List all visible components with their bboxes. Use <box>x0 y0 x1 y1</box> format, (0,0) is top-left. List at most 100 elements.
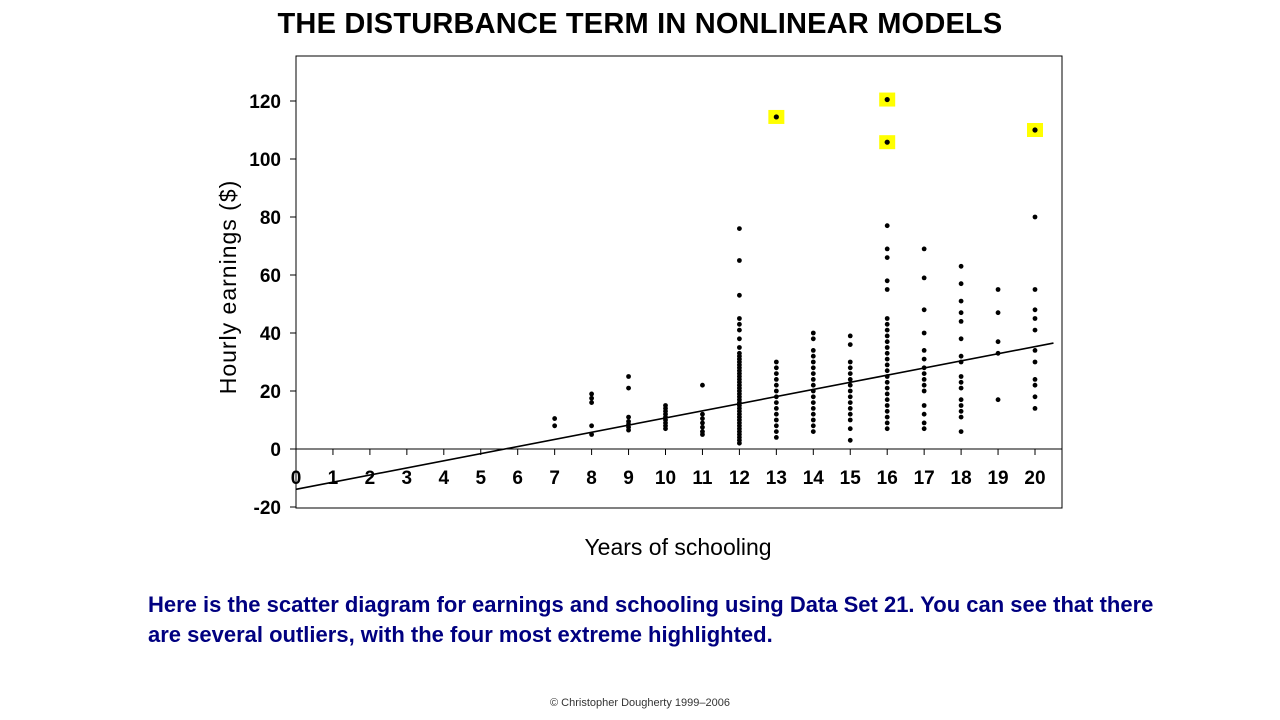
y-tick-label: 120 <box>249 92 281 113</box>
regression-line-group <box>295 342 1054 491</box>
data-point <box>958 310 964 316</box>
x-tick-label: 20 <box>1024 468 1045 489</box>
data-point <box>810 359 816 365</box>
data-point <box>884 420 890 426</box>
data-point <box>995 350 1001 356</box>
data-point <box>773 365 779 371</box>
data-point <box>810 377 816 382</box>
outlier-point <box>884 96 890 103</box>
data-point <box>810 429 816 434</box>
data-point <box>921 307 927 313</box>
data-point <box>626 419 631 424</box>
x-tick-label: 1 <box>328 468 339 489</box>
data-point <box>773 417 779 423</box>
data-point <box>737 327 742 333</box>
data-point <box>626 414 631 420</box>
data-point <box>589 395 594 401</box>
data-point <box>810 400 816 405</box>
data-point <box>958 385 964 391</box>
data-point <box>847 394 853 400</box>
highlighted-outliers <box>768 92 1043 150</box>
x-tick-label: 19 <box>987 468 1008 489</box>
data-point <box>884 255 890 260</box>
data-point <box>626 374 631 379</box>
data-point <box>552 416 558 421</box>
data-point <box>773 411 779 417</box>
data-point <box>847 377 853 382</box>
data-point <box>700 382 705 388</box>
data-point <box>1032 377 1038 382</box>
data-point <box>884 321 890 327</box>
data-point <box>737 316 742 321</box>
data-point <box>884 278 890 284</box>
data-point <box>884 356 890 362</box>
y-tick-label: 80 <box>260 208 281 229</box>
data-point <box>1032 316 1038 321</box>
data-point <box>958 319 964 324</box>
data-point <box>773 394 779 400</box>
y-tick-label: 0 <box>270 440 281 461</box>
x-tick-label: 15 <box>840 468 862 489</box>
data-point <box>958 374 964 379</box>
data-point <box>700 411 705 417</box>
data-point <box>921 388 927 394</box>
data-point <box>1032 214 1038 220</box>
data-point <box>663 403 668 408</box>
data-point <box>884 246 890 252</box>
data-point <box>1032 359 1038 365</box>
data-point <box>958 397 964 403</box>
data-point <box>773 371 779 376</box>
data-point <box>958 403 964 408</box>
data-point <box>847 388 853 394</box>
outlier-point <box>1032 127 1038 133</box>
data-point <box>700 429 705 434</box>
data-point <box>810 423 816 429</box>
outlier-point <box>773 114 779 120</box>
data-point <box>921 420 927 426</box>
data-point <box>589 423 594 429</box>
data-point <box>884 391 890 397</box>
data-point <box>884 379 890 385</box>
data-point <box>773 406 779 411</box>
data-point <box>737 321 742 327</box>
x-tick-label: 2 <box>365 468 376 489</box>
data-point <box>847 437 853 443</box>
y-tick-label: 60 <box>260 266 281 287</box>
x-tick-label: 9 <box>623 468 634 489</box>
data-point <box>552 423 558 429</box>
x-tick-label: 12 <box>729 468 750 489</box>
data-point <box>958 429 964 434</box>
data-point <box>884 339 890 345</box>
y-tick-label: 20 <box>260 382 281 403</box>
data-point <box>810 348 816 353</box>
x-tick-label: 4 <box>439 468 450 489</box>
data-point <box>884 333 890 339</box>
data-point <box>737 336 742 342</box>
data-point <box>700 416 705 421</box>
x-tick-label: 13 <box>766 468 787 489</box>
data-point <box>773 435 779 440</box>
y-tick-label: 100 <box>249 150 281 171</box>
data-point <box>1032 382 1038 388</box>
data-point <box>958 414 964 420</box>
x-tick-label: 10 <box>655 468 676 489</box>
x-tick-label: 14 <box>803 468 825 489</box>
x-tick-label: 7 <box>549 468 560 489</box>
data-point <box>700 420 705 426</box>
outlier-point <box>884 139 890 145</box>
data-point <box>1032 348 1038 353</box>
data-point <box>810 382 816 388</box>
data-point <box>737 345 742 350</box>
data-point <box>737 226 742 232</box>
data-point <box>810 336 816 342</box>
y-axis-label: Hourly earnings ($) <box>215 180 241 395</box>
data-point <box>810 406 816 411</box>
data-point <box>884 397 890 403</box>
x-tick-label: 3 <box>402 468 413 489</box>
data-point <box>847 417 853 423</box>
x-tick-label: 5 <box>475 468 486 489</box>
data-point <box>884 345 890 350</box>
data-point <box>810 417 816 423</box>
data-point <box>995 397 1001 403</box>
